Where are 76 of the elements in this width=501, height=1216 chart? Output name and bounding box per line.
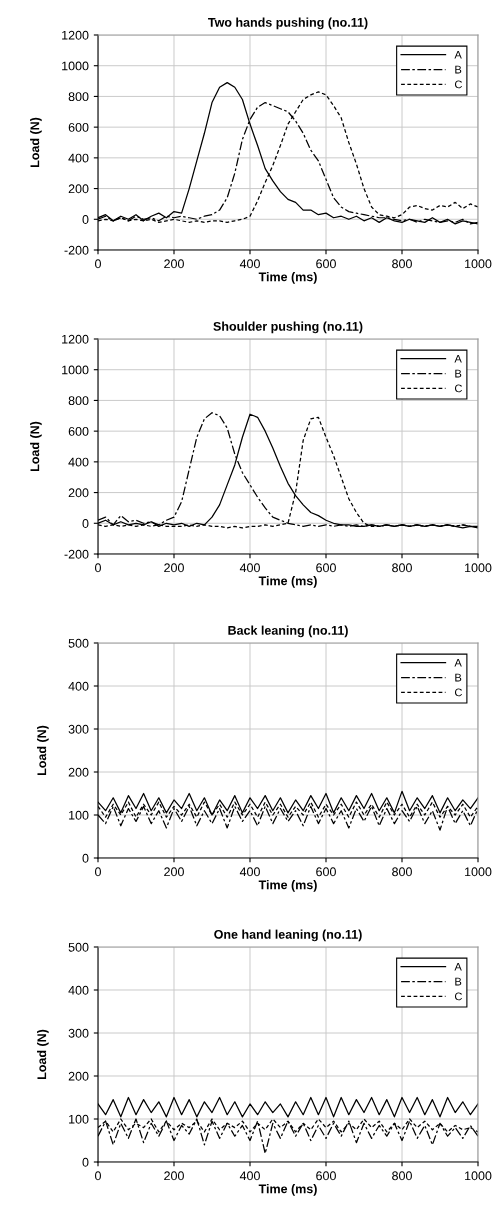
- x-tick-label: 0: [95, 867, 101, 877]
- x-tick-label: 800: [392, 867, 412, 877]
- x-tick-label: 1000: [465, 259, 492, 269]
- y-tick-label: -200: [64, 245, 89, 255]
- x-tick-label: 800: [392, 563, 412, 573]
- y-tick-label: 200: [68, 1071, 89, 1081]
- y-axis-title: Load (N): [37, 725, 49, 775]
- x-tick-label: 0: [95, 1171, 101, 1181]
- x-tick-label: 800: [392, 259, 412, 269]
- legend-label: B: [455, 977, 462, 986]
- chart-title: Shoulder pushing (no.11): [213, 321, 363, 334]
- legend-label: A: [454, 658, 462, 667]
- x-tick-label: 600: [316, 1171, 336, 1181]
- chart-title: Back leaning (no.11): [228, 625, 348, 638]
- x-tick-label: 200: [164, 1171, 184, 1181]
- x-tick-label: 200: [164, 563, 184, 573]
- legend-label: B: [455, 673, 462, 682]
- y-tick-label: 300: [68, 1028, 89, 1038]
- y-tick-label: 100: [69, 810, 89, 820]
- y-tick-label: 0: [82, 519, 89, 528]
- y-tick-label: 0: [82, 1157, 89, 1167]
- x-tick-label: 600: [316, 259, 336, 269]
- y-tick-label: 1200: [62, 30, 89, 40]
- x-axis-title: Time (ms): [258, 576, 317, 588]
- x-tick-label: 1000: [465, 563, 492, 573]
- y-tick-label: 500: [68, 942, 89, 952]
- y-tick-label: 400: [68, 985, 89, 995]
- x-tick-label: 800: [392, 1171, 412, 1181]
- y-tick-label: 1000: [62, 61, 89, 71]
- x-tick-label: 600: [316, 563, 336, 573]
- y-tick-label: 0: [82, 853, 89, 863]
- x-tick-label: 1000: [465, 867, 492, 877]
- x-tick-label: 0: [95, 563, 101, 573]
- x-tick-label: 200: [164, 259, 184, 269]
- y-tick-label: 600: [68, 426, 89, 436]
- y-axis-title: Load (N): [30, 421, 42, 471]
- y-tick-label: 800: [68, 92, 89, 102]
- legend-label: A: [454, 962, 462, 971]
- x-axis-title: Time (ms): [258, 1184, 317, 1196]
- y-tick-label: 0: [82, 215, 89, 224]
- y-axis-title: Load (N): [37, 1029, 49, 1079]
- y-axis-title: Load (N): [30, 117, 42, 167]
- legend-label: A: [454, 50, 462, 59]
- chart-title: One hand leaning (no.11): [214, 929, 362, 942]
- y-tick-label: 200: [68, 488, 89, 498]
- y-tick-label: 800: [68, 396, 89, 406]
- x-tick-label: 400: [239, 1171, 260, 1181]
- x-tick-label: 200: [164, 867, 184, 877]
- legend-label: B: [455, 65, 462, 74]
- y-tick-label: 600: [68, 122, 89, 132]
- x-axis-title: Time (ms): [258, 272, 317, 284]
- y-tick-label: 300: [68, 724, 89, 734]
- y-tick-label: 200: [68, 767, 89, 777]
- y-tick-label: 400: [68, 681, 89, 691]
- x-tick-label: 0: [95, 259, 101, 269]
- y-tick-label: 200: [68, 184, 89, 194]
- y-tick-label: -200: [64, 549, 89, 559]
- legend-label: C: [454, 80, 463, 89]
- x-tick-label: 600: [316, 867, 336, 877]
- y-tick-label: 400: [68, 457, 89, 467]
- legend-label: C: [454, 688, 463, 697]
- y-tick-label: 100: [69, 1114, 89, 1124]
- y-tick-label: 1200: [62, 334, 89, 344]
- x-axis-title: Time (ms): [258, 880, 317, 892]
- legend-label: C: [454, 384, 463, 393]
- chart-title: Two hands pushing (no.11): [208, 17, 368, 30]
- x-tick-label: 400: [239, 867, 260, 877]
- y-tick-label: 500: [68, 638, 89, 648]
- legend-label: B: [455, 369, 462, 378]
- y-tick-label: 1000: [62, 365, 89, 375]
- x-tick-label: 400: [239, 259, 260, 269]
- legend-label: C: [454, 992, 463, 1001]
- legend-label: A: [454, 354, 462, 363]
- x-tick-label: 400: [239, 563, 260, 573]
- x-tick-label: 1000: [465, 1171, 492, 1181]
- y-tick-label: 400: [68, 153, 89, 163]
